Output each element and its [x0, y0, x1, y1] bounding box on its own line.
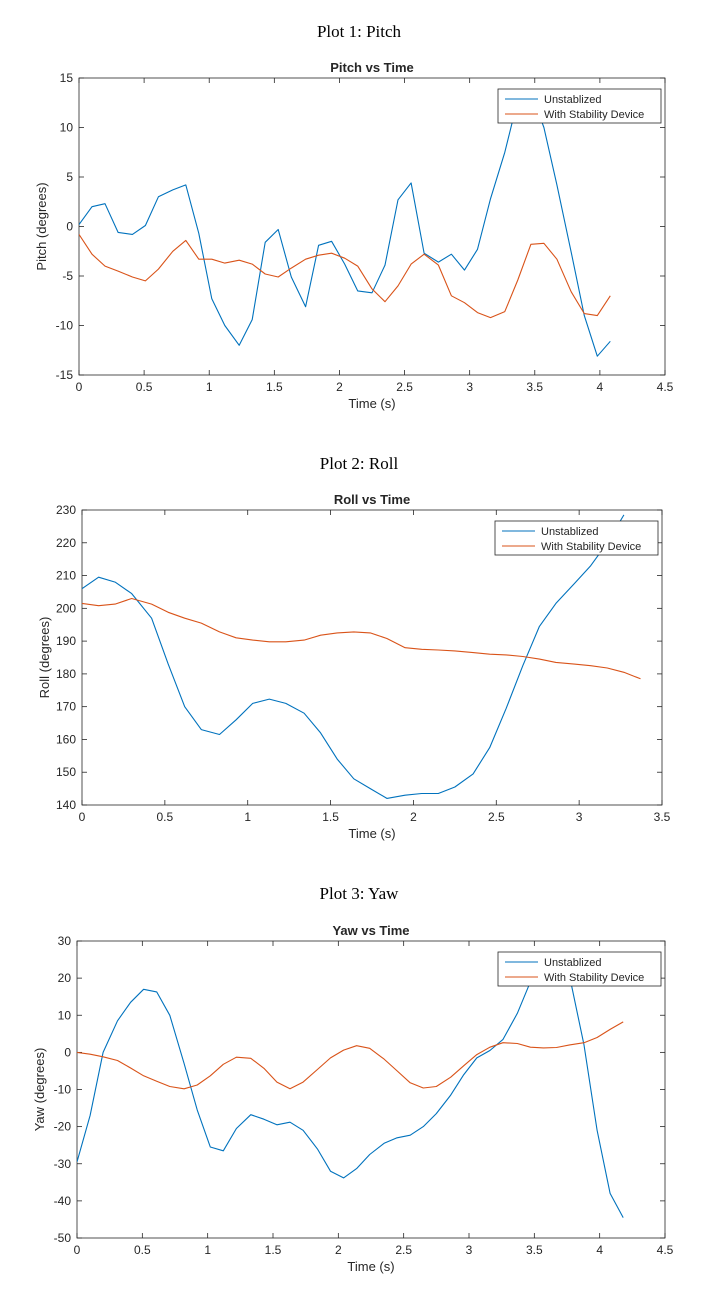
- plot-2-heading: Plot 2: Roll: [319, 454, 399, 473]
- legend-label: With Stability Device: [541, 541, 641, 553]
- x-tick-label: 2: [335, 1243, 342, 1257]
- series-line-with-stability-device: [77, 1021, 624, 1090]
- x-tick-label: 3.5: [526, 1243, 543, 1257]
- x-tick-label: 3.5: [654, 810, 671, 824]
- x-tick-label: 0.5: [136, 380, 153, 394]
- y-axis-label: Roll (degrees): [37, 617, 52, 699]
- x-tick-label: 3: [466, 380, 473, 394]
- x-tick-label: 0: [79, 810, 86, 824]
- y-tick-label: 220: [56, 536, 76, 550]
- roll-chart: Roll vs Time 0 0.5 1 1.5 2 2.5 3 3.5 140 150 160 170…: [37, 492, 671, 841]
- legend: Unstablized With Stability Device: [494, 520, 659, 556]
- x-tick-label: 0.5: [134, 1243, 151, 1257]
- x-tick-label: 3: [576, 810, 583, 824]
- legend-label: With Stability Device: [544, 972, 644, 984]
- y-tick-label: 180: [56, 667, 76, 681]
- series-line-with-stability-device: [79, 234, 611, 319]
- x-axis-label: Time (s): [348, 396, 395, 411]
- series-line-unstablized: [79, 91, 611, 357]
- y-tick-label: 10: [58, 1008, 72, 1022]
- x-tick-label: 0.5: [157, 810, 174, 824]
- legend-label: Unstablized: [541, 526, 598, 538]
- y-tick-label: -40: [54, 1194, 72, 1208]
- x-tick-label: 2.5: [488, 810, 505, 824]
- x-tick-label: 1: [206, 380, 213, 394]
- y-tick-label: 0: [66, 220, 73, 234]
- series-line-unstablized: [77, 955, 624, 1218]
- legend-box: [494, 520, 659, 556]
- legend: Unstablized With Stability Device: [497, 951, 662, 987]
- chart-title: Pitch vs Time: [330, 60, 414, 75]
- x-tick-label: 1.5: [265, 1243, 282, 1257]
- plot-3-heading: Plot 3: Yaw: [319, 884, 399, 903]
- x-tick-label: 0: [76, 380, 83, 394]
- y-tick-label: 140: [56, 798, 76, 812]
- x-tick-label: 3.5: [526, 380, 543, 394]
- pitch-chart: Pitch vs Time 0 0.5 1 1.5 2 2.5 3 3.5 4 4.5 -15 -10 -…: [34, 60, 674, 411]
- legend-box: [497, 951, 662, 987]
- x-tick-label: 1: [244, 810, 251, 824]
- series-line-unstablized: [82, 514, 625, 799]
- y-tick-label: 5: [66, 170, 73, 184]
- y-tick-label: 190: [56, 634, 76, 648]
- chart-title: Roll vs Time: [334, 492, 410, 507]
- x-tick-label: 1.5: [322, 810, 339, 824]
- x-tick-label: 4.5: [657, 1243, 674, 1257]
- x-tick-label: 3: [466, 1243, 473, 1257]
- x-tick-label: 2: [336, 380, 343, 394]
- x-tick-label: 2: [410, 810, 417, 824]
- y-tick-label: 0: [64, 1045, 71, 1059]
- x-tick-label: 2.5: [395, 1243, 412, 1257]
- legend-label: With Stability Device: [544, 109, 644, 121]
- y-tick-label: -15: [56, 368, 74, 382]
- x-tick-label: 0: [74, 1243, 81, 1257]
- y-tick-label: -10: [56, 319, 74, 333]
- series-line-with-stability-device: [82, 597, 641, 680]
- x-tick-label: 4: [597, 380, 604, 394]
- plot-1-heading: Plot 1: Pitch: [316, 22, 402, 41]
- y-tick-label: 210: [56, 569, 76, 583]
- y-tick-label: 30: [58, 934, 72, 948]
- y-tick-label: 10: [60, 121, 74, 135]
- y-tick-label: -10: [54, 1083, 72, 1097]
- x-axis-label: Time (s): [348, 826, 395, 841]
- x-tick-label: 4.5: [657, 380, 674, 394]
- yaw-chart: Yaw vs Time 0 0.5 1 1.5 2 2.5 3 3.5 4 4.5 -50 -40 -30…: [32, 923, 674, 1274]
- legend-label: Unstablized: [544, 94, 601, 106]
- legend-label: Unstablized: [544, 957, 601, 969]
- y-tick-label: 170: [56, 700, 76, 714]
- y-tick-label: 150: [56, 765, 76, 779]
- y-tick-label: -30: [54, 1157, 72, 1171]
- y-tick-label: 160: [56, 732, 76, 746]
- y-tick-label: -50: [54, 1231, 72, 1245]
- x-axis-label: Time (s): [347, 1259, 394, 1274]
- y-tick-label: 200: [56, 601, 76, 615]
- y-tick-label: 230: [56, 503, 76, 517]
- x-tick-label: 1.5: [266, 380, 283, 394]
- legend: Unstablized With Stability Device: [497, 88, 662, 124]
- y-tick-label: -20: [54, 1120, 72, 1134]
- x-tick-label: 4: [596, 1243, 603, 1257]
- x-tick-label: 2.5: [396, 380, 413, 394]
- chart-title: Yaw vs Time: [332, 923, 409, 938]
- y-axis-label: Pitch (degrees): [34, 182, 49, 270]
- plot-area-frame: [81, 509, 663, 806]
- y-tick-label: -5: [62, 269, 73, 283]
- x-tick-label: 1: [204, 1243, 211, 1257]
- y-tick-label: 15: [60, 71, 74, 85]
- y-axis-label: Yaw (degrees): [32, 1048, 47, 1132]
- y-tick-label: 20: [58, 971, 72, 985]
- legend-box: [497, 88, 662, 124]
